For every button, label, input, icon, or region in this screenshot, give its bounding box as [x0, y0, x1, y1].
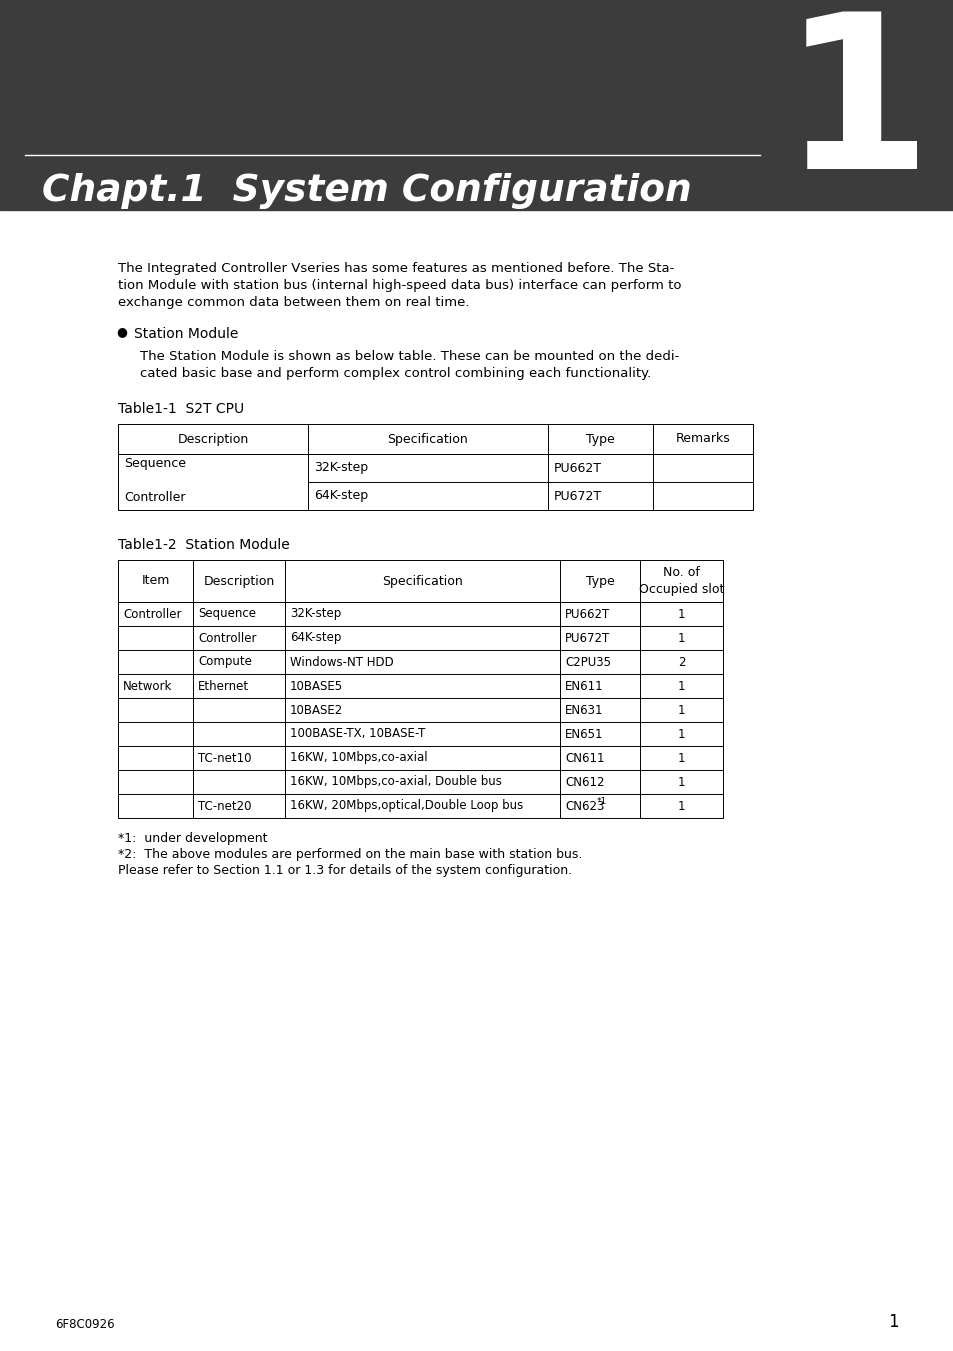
Text: PU672T: PU672T [564, 631, 610, 644]
Text: 64K-step: 64K-step [290, 631, 341, 644]
Text: No. of
Occupied slot: No. of Occupied slot [639, 566, 723, 596]
Text: 10BASE2: 10BASE2 [290, 704, 343, 716]
Text: Sequence: Sequence [124, 457, 186, 470]
Text: Table1-1  S2T CPU: Table1-1 S2T CPU [118, 403, 244, 416]
Text: Table1-2  Station Module: Table1-2 Station Module [118, 538, 290, 553]
Text: EN631: EN631 [564, 704, 603, 716]
Text: 16KW, 10Mbps,co-axial, Double bus: 16KW, 10Mbps,co-axial, Double bus [290, 775, 501, 789]
Text: Compute: Compute [198, 655, 252, 669]
Bar [118, 603, 722, 817]
Text: Type: Type [585, 432, 615, 446]
Text: 64K-step: 64K-step [314, 489, 368, 503]
Text: Controller: Controller [198, 631, 256, 644]
Text: Chapt.1  System Configuration: Chapt.1 System Configuration [42, 173, 691, 209]
Text: Network: Network [123, 680, 172, 693]
Text: Remarks: Remarks [675, 432, 730, 446]
Text: *1:  under development: *1: under development [118, 832, 267, 844]
Text: PU662T: PU662T [564, 608, 610, 620]
Text: Station Module: Station Module [133, 327, 238, 340]
Text: PU672T: PU672T [554, 489, 601, 503]
Text: 1: 1 [677, 608, 684, 620]
Text: TC-net20: TC-net20 [198, 800, 252, 812]
Text: Specification: Specification [382, 574, 462, 588]
Text: EN651: EN651 [564, 727, 603, 740]
Text: 10BASE5: 10BASE5 [290, 680, 343, 693]
Text: 1: 1 [677, 775, 684, 789]
Text: 1: 1 [677, 727, 684, 740]
Text: Type: Type [585, 574, 614, 588]
Text: exchange common data between them on real time.: exchange common data between them on rea… [118, 296, 469, 309]
Text: CN612: CN612 [564, 775, 604, 789]
Text: 32K-step: 32K-step [290, 608, 341, 620]
Text: 16KW, 20Mbps,optical,Double Loop bus: 16KW, 20Mbps,optical,Double Loop bus [290, 800, 522, 812]
Text: Description: Description [203, 574, 274, 588]
Bar [0, 0, 953, 209]
Text: 1: 1 [677, 631, 684, 644]
Text: tion Module with station bus (internal high-speed data bus) interface can perfor: tion Module with station bus (internal h… [118, 280, 680, 292]
Text: 16KW, 10Mbps,co-axial: 16KW, 10Mbps,co-axial [290, 751, 427, 765]
Text: 1: 1 [677, 704, 684, 716]
Text: Description: Description [177, 432, 249, 446]
Bar [118, 454, 752, 509]
Text: TC-net10: TC-net10 [198, 751, 252, 765]
Text: 6F8C0926: 6F8C0926 [55, 1319, 114, 1331]
Text: Please refer to Section 1.1 or 1.3 for details of the system configuration.: Please refer to Section 1.1 or 1.3 for d… [118, 865, 572, 877]
Text: *1: *1 [597, 797, 607, 805]
Bar [118, 424, 752, 454]
Text: CN623: CN623 [564, 800, 604, 812]
Text: ●: ● [116, 326, 127, 338]
Text: Controller: Controller [124, 490, 185, 504]
Text: Controller: Controller [123, 608, 181, 620]
Text: Item: Item [141, 574, 170, 588]
Text: EN611: EN611 [564, 680, 603, 693]
Text: Specification: Specification [387, 432, 468, 446]
Text: PU662T: PU662T [554, 462, 601, 474]
Text: 32K-step: 32K-step [314, 462, 368, 474]
Text: The Station Module is shown as below table. These can be mounted on the dedi-: The Station Module is shown as below tab… [140, 350, 679, 363]
Text: 1: 1 [781, 5, 931, 213]
Text: Sequence: Sequence [198, 608, 255, 620]
Text: 1: 1 [677, 800, 684, 812]
Text: Ethernet: Ethernet [198, 680, 249, 693]
Text: 1: 1 [887, 1313, 898, 1331]
Text: 100BASE-TX, 10BASE-T: 100BASE-TX, 10BASE-T [290, 727, 425, 740]
Text: 1: 1 [677, 680, 684, 693]
Text: CN611: CN611 [564, 751, 604, 765]
Text: C2PU35: C2PU35 [564, 655, 610, 669]
Text: *2:  The above modules are performed on the main base with station bus.: *2: The above modules are performed on t… [118, 848, 581, 861]
Text: 2: 2 [677, 655, 684, 669]
Bar [118, 561, 722, 603]
Text: cated basic base and perform complex control combining each functionality.: cated basic base and perform complex con… [140, 367, 651, 380]
Text: 1: 1 [677, 751, 684, 765]
Text: The Integrated Controller Vseries has some features as mentioned before. The Sta: The Integrated Controller Vseries has so… [118, 262, 674, 276]
Text: Windows-NT HDD: Windows-NT HDD [290, 655, 394, 669]
